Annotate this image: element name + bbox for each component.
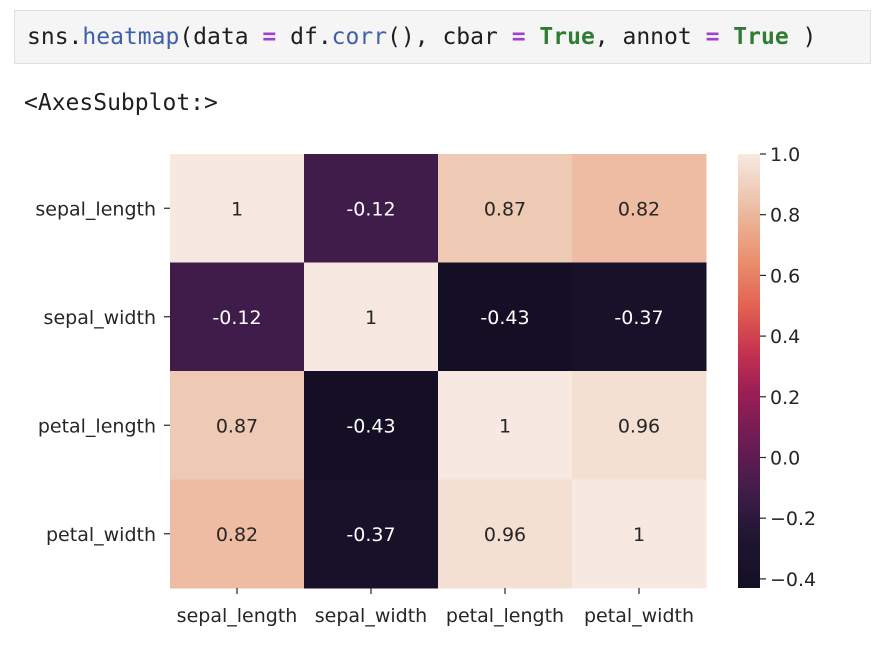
- cell-annotation: -0.12: [212, 307, 261, 329]
- code-token-function: heatmap: [82, 24, 180, 50]
- code-token: , annot: [594, 24, 706, 50]
- colorbar-tick-label: 0.4: [770, 326, 800, 348]
- code-token: ): [788, 24, 817, 50]
- cell-annotation: -0.37: [346, 524, 395, 546]
- heatmap-cell: [170, 371, 305, 480]
- cell-annotation: 0.96: [618, 415, 660, 437]
- heatmap-cell: [170, 262, 305, 372]
- code-token-operator: =: [705, 24, 720, 50]
- heatmap-cell: [572, 371, 707, 480]
- code-token-keyword: True: [733, 24, 789, 50]
- colorbar-tick-label: −0.4: [770, 569, 816, 591]
- cell-annotation: -0.12: [346, 198, 395, 220]
- cell-annotation: 0.96: [484, 524, 526, 546]
- cell-annotation: 0.87: [484, 198, 526, 220]
- y-tick-label: sepal_length: [35, 198, 156, 220]
- heatmap-cell: [438, 262, 573, 372]
- heatmap-cell: [438, 154, 573, 263]
- code-token-operator: =: [262, 24, 277, 50]
- y-tick-label: sepal_width: [44, 307, 156, 329]
- code-token: (), cbar: [387, 24, 512, 50]
- colorbar: [738, 154, 760, 588]
- heatmap-cell: [170, 479, 305, 589]
- cell-annotation: 1: [231, 198, 243, 220]
- cell-annotation: -0.43: [480, 307, 529, 329]
- code-token-operator: =: [511, 24, 526, 50]
- colorbar-tick-label: −0.2: [770, 508, 816, 530]
- colorbar-tick-label: 1.0: [770, 144, 800, 166]
- y-tick-label: petal_length: [38, 415, 156, 437]
- cell-annotation: 0.82: [618, 198, 660, 220]
- heatmap-cell: [572, 154, 707, 263]
- cell-annotation: -0.37: [614, 307, 663, 329]
- heatmap-cell: [304, 154, 439, 263]
- cell-annotation: 1: [499, 415, 511, 437]
- x-tick-label: petal_width: [584, 605, 694, 627]
- code-cell[interactable]: sns.heatmap(data = df.corr(), cbar = Tru…: [14, 10, 871, 64]
- heatmap-cell: [438, 371, 573, 480]
- heatmap-cell: [304, 479, 439, 589]
- colorbar-tick-label: 0.8: [770, 205, 800, 227]
- code-token: df.: [276, 24, 332, 50]
- heatmap-cell: [304, 262, 439, 372]
- output-repr: <AxesSubplot:>: [24, 90, 218, 116]
- colorbar-tick-label: 0.2: [770, 387, 800, 409]
- code-token-function: corr: [331, 24, 388, 50]
- code-line[interactable]: sns.heatmap(data = df.corr(), cbar = Tru…: [27, 23, 816, 51]
- x-tick-label: sepal_length: [177, 605, 298, 627]
- y-tick-label: petal_width: [46, 524, 156, 546]
- code-token-keyword: True: [539, 24, 595, 50]
- code-token: sns.: [27, 24, 83, 50]
- heatmap-cell: [170, 154, 305, 263]
- colorbar-tick-label: 0.6: [770, 265, 800, 287]
- x-tick-label: petal_length: [446, 605, 564, 627]
- colorbar-tick-label: 0.0: [770, 447, 800, 469]
- code-token: (data: [179, 24, 263, 50]
- cell-annotation: -0.43: [346, 415, 395, 437]
- cell-annotation: 0.82: [216, 524, 258, 546]
- x-tick-label: sepal_width: [315, 605, 427, 627]
- cell-annotation: 1: [365, 307, 377, 329]
- heatmap-cell: [572, 479, 707, 589]
- heatmap-cell: [572, 262, 707, 372]
- heatmap-cell: [304, 371, 439, 480]
- cell-annotation: 1: [633, 524, 645, 546]
- heatmap-cell: [438, 479, 573, 589]
- cell-annotation: 0.87: [216, 415, 258, 437]
